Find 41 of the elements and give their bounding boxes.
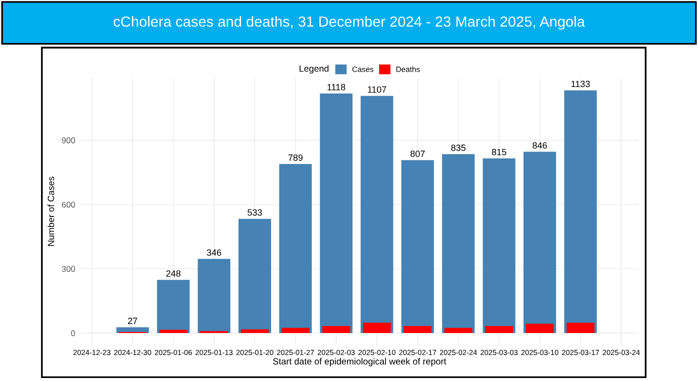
bar [279, 164, 312, 334]
bar [566, 322, 594, 334]
bar [320, 94, 352, 334]
bar [524, 152, 556, 334]
bar [564, 90, 597, 334]
bar [401, 160, 434, 334]
data-label: 1133 [571, 80, 590, 88]
bar [159, 330, 188, 334]
data-label: 789 [288, 154, 303, 161]
bar [238, 218, 272, 334]
data-label: 846 [532, 142, 547, 149]
chart-title: cCholera cases and deaths, 31 December 2024 - 23 March 2025, Angola [114, 16, 585, 30]
y-tick-label: 300 [62, 266, 76, 272]
bar [362, 322, 391, 334]
data-label: 533 [248, 209, 262, 216]
y-tick-label: 900 [62, 137, 76, 144]
bar [482, 158, 516, 334]
data-label: 815 [492, 148, 506, 156]
data-label: 835 [451, 144, 466, 151]
bar [444, 328, 472, 334]
data-label: 807 [410, 150, 425, 157]
legend-title: Legend [300, 65, 328, 74]
bar [526, 324, 554, 334]
bar [157, 280, 190, 334]
data-label: 346 [206, 249, 222, 256]
bar [404, 326, 432, 334]
y-tick-label: 600 [62, 202, 76, 208]
data-label: 248 [166, 270, 180, 277]
y-tick-label: 0 [71, 330, 76, 336]
y-axis-title: Number of Cases [48, 176, 54, 246]
bar [360, 96, 394, 334]
bar [485, 326, 514, 334]
x-axis-title: Start date of epidemiological week of report [273, 358, 446, 366]
bar [442, 154, 475, 334]
bar [322, 326, 350, 334]
data-label: 27 [128, 318, 138, 324]
data-label: 1107 [368, 86, 386, 93]
data-label: 1118 [328, 84, 346, 90]
bar [282, 328, 310, 334]
bar [198, 258, 230, 334]
bar [240, 329, 269, 334]
